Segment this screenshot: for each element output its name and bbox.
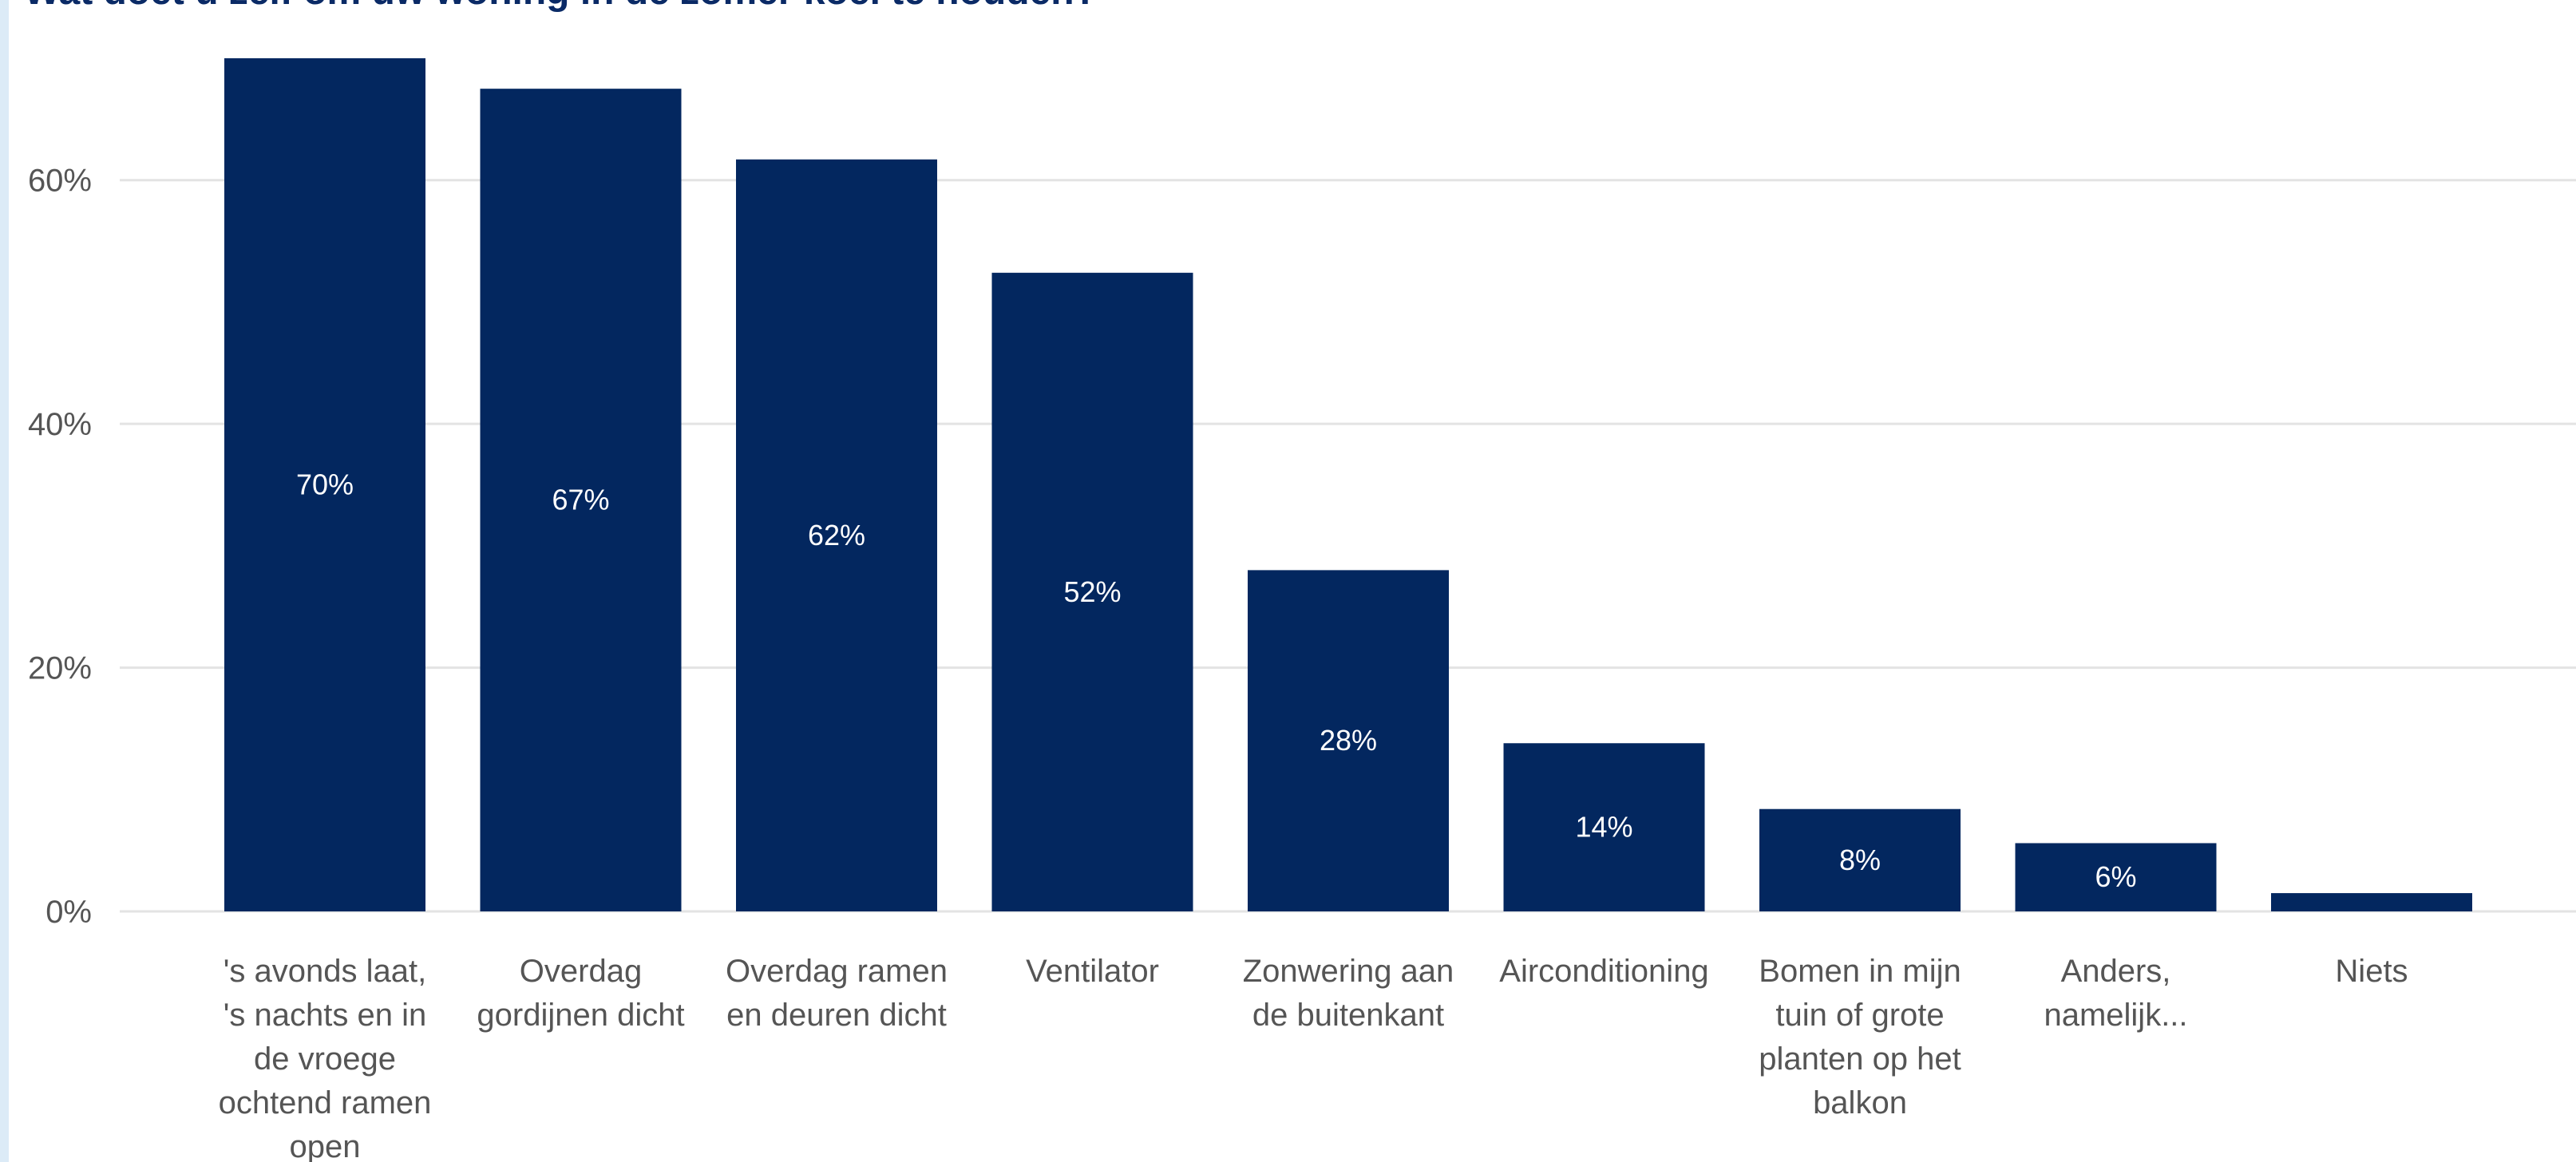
data-label: 8%	[1839, 844, 1881, 876]
bar	[2015, 843, 2217, 911]
category-label: Airconditioning	[1499, 954, 1708, 989]
data-label: 14%	[1575, 811, 1632, 844]
data-label: 6%	[2095, 860, 2136, 893]
category-label: Zonwering aan	[1243, 954, 1454, 989]
category-label: planten op het	[1759, 1041, 1961, 1077]
category-label: Overdag ramen	[726, 954, 948, 989]
category-label: en deuren dicht	[726, 998, 947, 1033]
category-label: Ventilator	[1026, 954, 1159, 989]
data-label: 28%	[1320, 724, 1377, 757]
category-label: namelijk...	[2044, 998, 2187, 1033]
category-label: Overdag	[520, 954, 642, 989]
bar	[1248, 570, 1449, 911]
data-label: 52%	[1063, 575, 1121, 608]
category-label: ochtend ramen	[219, 1085, 432, 1120]
category-label: 's nachts en in	[224, 998, 426, 1033]
y-tick-label: 60%	[28, 164, 92, 199]
category-label: de vroege	[254, 1041, 396, 1077]
y-tick-label: 0%	[46, 895, 92, 930]
category-label: open	[290, 1129, 361, 1162]
category-label: balkon	[1813, 1085, 1907, 1120]
category-label: 's avonds laat,	[224, 954, 426, 989]
y-tick-label: 20%	[28, 651, 92, 686]
bar	[1759, 808, 1961, 911]
bar	[736, 159, 937, 911]
bar	[224, 58, 425, 911]
data-label: 67%	[552, 484, 609, 516]
category-label: Niets	[2335, 954, 2408, 989]
category-label: Bomen in mijn	[1759, 954, 1961, 989]
bar	[1503, 743, 1705, 911]
bar	[480, 89, 682, 911]
data-label: 70%	[296, 468, 354, 501]
bar	[2271, 893, 2472, 911]
category-label: Anders,	[2061, 954, 2171, 989]
category-label: gordijnen dicht	[477, 998, 684, 1033]
category-label: tuin of grote	[1775, 998, 1944, 1033]
bar	[991, 272, 1193, 912]
left-accent-strip	[0, 0, 9, 1162]
category-label: de buitenkant	[1252, 998, 1444, 1033]
data-label: 62%	[808, 519, 865, 551]
y-tick-label: 40%	[28, 407, 92, 442]
chart-title: Wat doet u zelf om uw woning in de zomer…	[24, 0, 1098, 14]
